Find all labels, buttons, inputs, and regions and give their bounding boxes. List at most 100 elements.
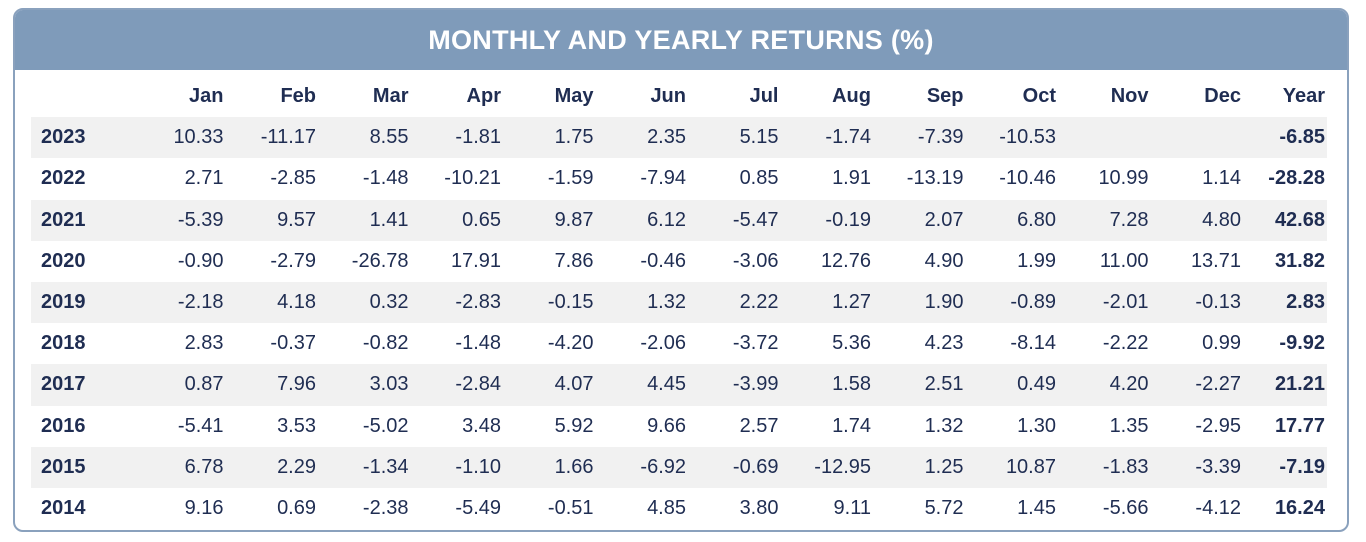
return-cell-jun: 4.85 (647, 496, 686, 519)
return-cell-jul: 3.80 (739, 496, 779, 519)
table-row: 2019 -2.18 4.18 0.32 -2.83 -0.15 1.32 2.22 1.27 1… (31, 281, 1327, 324)
column-header-feb: Feb (280, 85, 316, 108)
return-cell-jan: 6.78 (184, 455, 224, 478)
return-cell-dec: 1.14 (1202, 167, 1241, 190)
table-row: 2015 6.78 2.29 -1.34 -1.10 1.66 -6.92 -0.69 -12.… (31, 446, 1327, 488)
return-cell-sep: 1.25 (924, 455, 964, 478)
column-header-aug: Aug (832, 85, 871, 108)
row-year-label: 2014 (41, 496, 86, 519)
return-cell-apr: -5.49 (455, 496, 501, 519)
return-cell-nov: -2.22 (1102, 332, 1149, 355)
return-cell-may: -0.51 (547, 496, 594, 519)
return-cell-feb: 7.96 (277, 373, 316, 396)
column-header-year: Year (1282, 85, 1325, 108)
return-cell-jul: 0.85 (739, 167, 779, 190)
yearly-return-cell: 2.83 (1286, 291, 1325, 314)
return-cell-jun: 4.45 (647, 373, 686, 396)
column-header-mar: Mar (372, 85, 409, 108)
return-cell-oct: 10.87 (1005, 455, 1056, 478)
return-cell-dec: -4.12 (1195, 496, 1241, 519)
return-cell-dec: 13.71 (1190, 249, 1241, 272)
return-cell-nov (1056, 117, 1149, 158)
return-cell-apr: -2.84 (455, 373, 501, 396)
return-cell-jun: 2.35 (647, 126, 686, 149)
return-cell-aug: 1.74 (832, 414, 871, 437)
return-cell-nov: 7.28 (1109, 208, 1149, 231)
return-cell-dec: -3.39 (1195, 455, 1241, 478)
return-cell-oct: 0.49 (1017, 373, 1056, 396)
row-year-label: 2016 (41, 414, 86, 437)
return-cell-aug: 5.36 (832, 332, 871, 355)
return-cell-may: -4.20 (547, 332, 594, 355)
return-cell-jan: 0.87 (184, 373, 224, 396)
return-cell-mar: -5.02 (362, 414, 409, 437)
header-corner (31, 76, 131, 117)
return-cell-may: 4.07 (554, 373, 594, 396)
yearly-return-cell: 42.68 (1274, 208, 1325, 231)
return-cell-jul: 2.57 (739, 414, 779, 437)
return-cell-jun: -6.92 (640, 455, 686, 478)
return-cell-sep: 4.90 (924, 249, 964, 272)
return-cell-mar: 0.32 (369, 291, 409, 314)
return-cell-dec: 4.80 (1202, 208, 1241, 231)
table-row: 2020 -0.90 -2.79 -26.78 17.91 7.86 -0.46 -3.06 1… (31, 240, 1327, 282)
return-cell-jan: 2.71 (184, 167, 224, 190)
table-row: 2023 10.33 -11.17 8.55 -1.81 1.75 2.35 5.15 -1.7… (31, 117, 1327, 159)
yearly-return-cell: 31.82 (1274, 249, 1325, 272)
return-cell-jul: -5.47 (732, 208, 779, 231)
return-cell-may: 1.66 (554, 455, 594, 478)
column-header-sep: Sep (926, 85, 964, 108)
return-cell-apr: 3.48 (462, 414, 501, 437)
return-cell-feb: 2.29 (277, 455, 316, 478)
table-row: 2016 -5.41 3.53 -5.02 3.48 5.92 9.66 2.57 1.74 1.… (31, 405, 1327, 447)
return-cell-jan: 2.83 (184, 332, 224, 355)
row-year-label: 2023 (41, 126, 86, 149)
return-cell-mar: -1.34 (362, 455, 409, 478)
return-cell-aug: 1.27 (832, 291, 871, 314)
return-cell-jun: -0.46 (640, 249, 686, 272)
return-cell-nov: 1.35 (1109, 414, 1149, 437)
yearly-return-cell: -7.19 (1279, 455, 1325, 478)
return-cell-nov: -1.83 (1102, 455, 1149, 478)
return-cell-feb: -0.37 (270, 332, 316, 355)
return-cell-sep: 2.51 (924, 373, 964, 396)
return-cell-mar: -0.82 (362, 332, 409, 355)
yearly-return-cell: 17.77 (1274, 414, 1325, 437)
table-body: 2023 10.33 -11.17 8.55 -1.81 1.75 2.35 5.15 -1.7… (31, 117, 1327, 530)
return-cell-feb: 4.18 (277, 291, 316, 314)
yearly-return-cell: -28.28 (1268, 167, 1325, 190)
return-cell-jan: -0.90 (177, 249, 224, 272)
table-row: 2014 9.16 0.69 -2.38 -5.49 -0.51 4.85 3.80 9.11 5… (31, 487, 1327, 530)
return-cell-may: -0.15 (547, 291, 594, 314)
return-cell-nov: -2.01 (1102, 291, 1149, 314)
table-title: MONTHLY AND YEARLY RETURNS (%) (15, 10, 1347, 70)
column-header-jan: Jan (189, 85, 224, 108)
return-cell-aug: 9.11 (833, 496, 871, 519)
return-cell-feb: -2.85 (270, 167, 316, 190)
return-cell-jun: 9.66 (647, 414, 686, 437)
return-cell-mar: -2.38 (362, 496, 409, 519)
return-cell-sep: 2.07 (924, 208, 964, 231)
return-cell-may: 7.86 (554, 249, 594, 272)
table-row: 2017 0.87 7.96 3.03 -2.84 4.07 4.45 -3.99 1.58 2.… (31, 364, 1327, 406)
column-header-jul: Jul (749, 85, 779, 108)
return-cell-nov: 4.20 (1109, 373, 1149, 396)
row-year-label: 2015 (41, 455, 86, 478)
return-cell-sep: 1.32 (924, 414, 964, 437)
return-cell-oct: -8.14 (1010, 332, 1056, 355)
return-cell-mar: -1.48 (362, 167, 409, 190)
return-cell-may: -1.59 (547, 167, 594, 190)
return-cell-may: 5.92 (554, 414, 594, 437)
return-cell-jan: 9.16 (184, 496, 224, 519)
row-year-label: 2020 (41, 249, 86, 272)
return-cell-jul: -3.06 (732, 249, 779, 272)
return-cell-oct: 1.30 (1017, 414, 1056, 437)
return-cell-oct: 6.80 (1017, 208, 1056, 231)
return-cell-jun: -7.94 (640, 167, 686, 190)
return-cell-oct: 1.99 (1017, 249, 1056, 272)
table-row: 2018 2.83 -0.37 -0.82 -1.48 -4.20 -2.06 -3.72 5.… (31, 323, 1327, 365)
return-cell-jan: 10.33 (173, 126, 224, 149)
return-cell-feb: 0.69 (277, 496, 316, 519)
return-cell-mar: -26.78 (351, 249, 409, 272)
return-cell-feb: -2.79 (270, 249, 316, 272)
